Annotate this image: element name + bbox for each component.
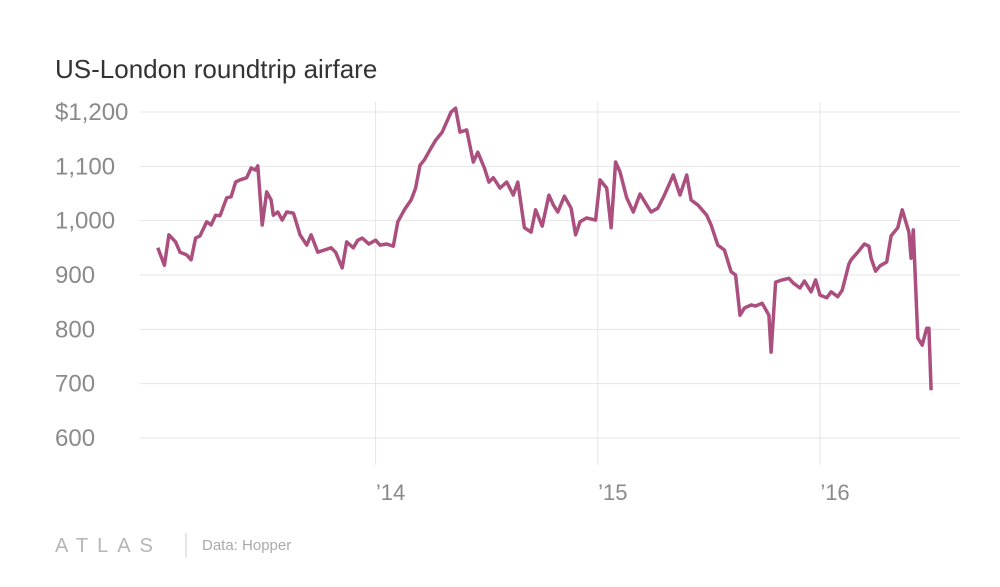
logo: ATLAS (55, 535, 162, 557)
y-tick-label: 1,000 (55, 208, 115, 235)
y-tick-label: $1,200 (55, 99, 128, 126)
x-tick-label: ’16 (820, 480, 849, 505)
y-tick-label: 600 (55, 425, 95, 452)
y-tick-label: 1,100 (55, 153, 115, 180)
y-tick-label: 700 (55, 371, 95, 398)
source: Data: Hopper (202, 537, 291, 554)
chart-title: US-London roundtrip airfare (55, 54, 377, 84)
line (156, 106, 933, 391)
y-tick-label: 900 (55, 262, 95, 289)
x-tick-label: ’15 (598, 480, 627, 505)
x-tick-label: ’14 (376, 480, 405, 505)
y-tick-label: 800 (55, 316, 95, 343)
